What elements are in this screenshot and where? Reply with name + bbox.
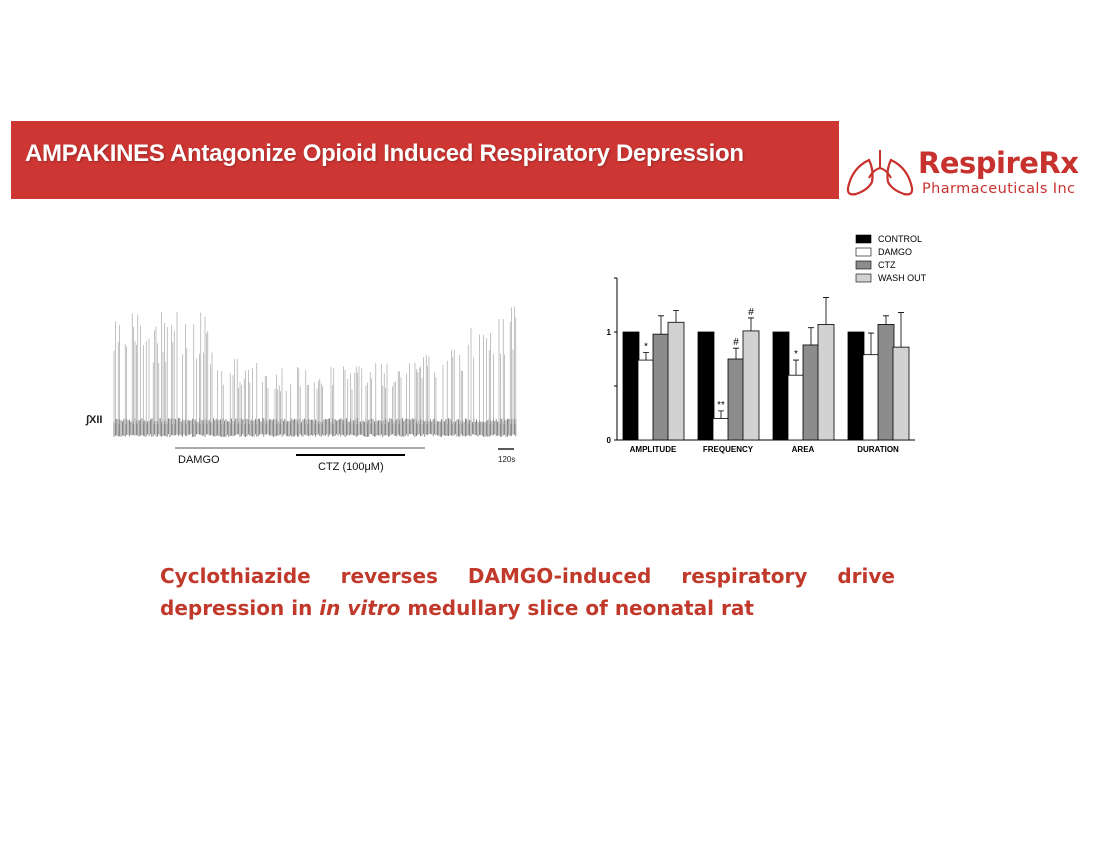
bar-ctz-frequency bbox=[727, 358, 745, 441]
time-scale-label: 120s bbox=[498, 455, 515, 464]
error-bar bbox=[643, 352, 649, 361]
bar-wash-out-amplitude bbox=[667, 321, 685, 441]
error-bar bbox=[868, 332, 874, 355]
legend-swatch bbox=[855, 260, 872, 270]
bar-control-frequency bbox=[697, 331, 715, 441]
error-bar bbox=[748, 317, 754, 331]
error-bar bbox=[733, 347, 739, 359]
caption-text-a: depression in bbox=[160, 596, 320, 620]
damgo-label: DAMGO bbox=[178, 454, 220, 466]
chart-legend: CONTROL DAMGO CTZ WASH OUT bbox=[855, 234, 927, 283]
logo-wordmark: RespireRx bbox=[918, 146, 1079, 180]
ctz-label: CTZ (100μM) bbox=[318, 461, 384, 473]
error-bar bbox=[883, 315, 889, 325]
legend-swatch bbox=[855, 273, 872, 283]
bar-ctz-duration bbox=[877, 324, 895, 441]
bar-wash-out-area bbox=[817, 324, 835, 441]
xii-signal-label: ∫XII bbox=[85, 414, 102, 426]
chart-bars: ***##* bbox=[622, 297, 910, 441]
error-bar bbox=[718, 410, 724, 419]
bar-damgo-area bbox=[787, 374, 805, 441]
bar-ctz-area bbox=[802, 344, 820, 441]
significance-marker: # bbox=[748, 307, 754, 318]
significance-marker: * bbox=[794, 349, 798, 360]
error-bar bbox=[898, 312, 904, 348]
legend-label: WASH OUT bbox=[878, 273, 927, 283]
xii-trace-figure: ∫XII DAMGO CTZ (100μM) 120s bbox=[85, 306, 517, 473]
x-tick-label: AREA bbox=[792, 445, 815, 454]
y-tick-label: 1 bbox=[607, 328, 612, 337]
error-bar bbox=[823, 297, 829, 325]
legend-label: CONTROL bbox=[878, 234, 922, 244]
caption-text-b: medullary slice of neonatal rat bbox=[400, 596, 754, 620]
x-tick-label: DURATION bbox=[857, 445, 899, 454]
significance-marker: * bbox=[644, 342, 648, 353]
company-logo: RespireRx Pharmaceuticals Inc bbox=[842, 146, 1092, 202]
xii-trace-panel: ∫XII DAMGO CTZ (100μM) 120s bbox=[80, 260, 530, 485]
bar-damgo-duration bbox=[862, 354, 880, 441]
xii-trace bbox=[113, 306, 517, 437]
bar-damgo-amplitude bbox=[637, 359, 655, 441]
caption-line-1: Cyclothiazide reverses DAMGO-induced res… bbox=[160, 564, 895, 588]
lungs-icon bbox=[846, 150, 914, 196]
legend-swatch bbox=[855, 247, 872, 257]
bar-control-area bbox=[772, 331, 790, 441]
trace-baseline bbox=[113, 418, 517, 437]
legend-swatch bbox=[855, 234, 872, 244]
caption-line-2: depression in in vitro medullary slice o… bbox=[160, 592, 895, 624]
x-tick-label: FREQUENCY bbox=[703, 445, 754, 454]
legend-label: DAMGO bbox=[878, 247, 912, 257]
caption-italic: in vitro bbox=[319, 596, 401, 620]
title-banner: AMPAKINES Antagonize Opioid Induced Resp… bbox=[11, 121, 839, 199]
error-bar bbox=[793, 359, 799, 376]
trace-bursts bbox=[113, 306, 517, 424]
bar-control-duration bbox=[847, 331, 865, 441]
y-tick-label: 0 bbox=[607, 436, 612, 445]
bar-wash-out-duration bbox=[892, 346, 910, 441]
bar-wash-out-frequency bbox=[742, 330, 760, 441]
bar-control-amplitude bbox=[622, 331, 640, 441]
significance-marker: # bbox=[733, 337, 739, 348]
significance-marker: ** bbox=[717, 400, 725, 411]
page-title: AMPAKINES Antagonize Opioid Induced Resp… bbox=[25, 140, 744, 167]
x-tick-label: AMPLITUDE bbox=[630, 445, 677, 454]
bar-ctz-amplitude bbox=[652, 333, 670, 441]
error-bar bbox=[673, 310, 679, 323]
figure-caption: Cyclothiazide reverses DAMGO-induced res… bbox=[160, 560, 895, 624]
error-bar bbox=[808, 327, 814, 345]
error-bar bbox=[658, 315, 664, 335]
bar-damgo-frequency bbox=[712, 417, 730, 441]
logo-subtitle: Pharmaceuticals Inc bbox=[922, 181, 1076, 197]
legend-label: CTZ bbox=[878, 260, 896, 270]
